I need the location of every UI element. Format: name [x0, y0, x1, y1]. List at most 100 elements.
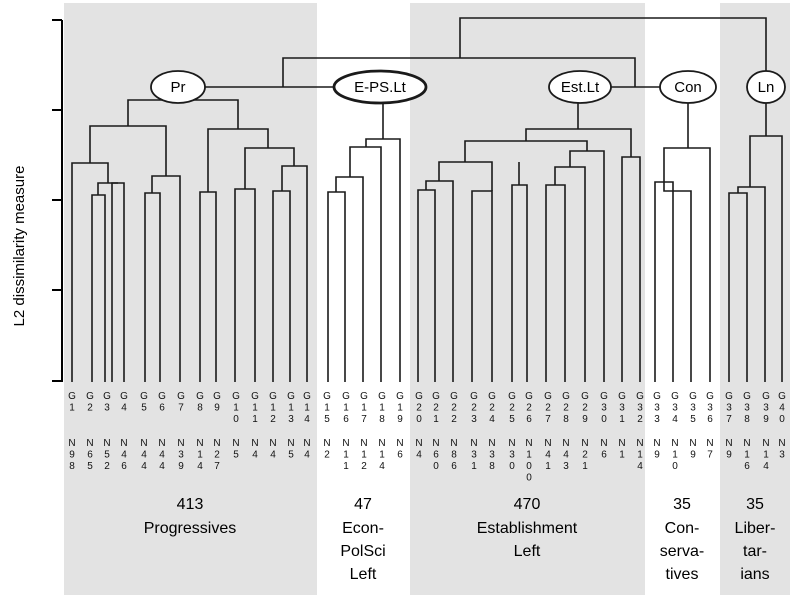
leaf-group-char: G: [562, 391, 570, 402]
leaf-group-char: 9: [763, 414, 769, 425]
leaf-group-char: 2: [451, 403, 457, 414]
leaf-size-char: N: [251, 438, 258, 449]
group-label: 35 Liber-tar-ians: [735, 496, 776, 583]
leaf-size-char: 7: [214, 461, 220, 472]
leaf-group-char: 8: [744, 414, 750, 425]
leaf-group-char: 1: [343, 403, 349, 414]
leaf-label: G24 N38: [488, 391, 496, 472]
leaf-group-char: 1: [433, 414, 439, 425]
leaf-group-char: 8: [197, 403, 203, 414]
leaf-group-char: G: [689, 391, 697, 402]
leaf-size-char: 4: [563, 450, 569, 461]
leaf-group-char: 5: [141, 403, 147, 414]
leaf-label: G32 N14: [636, 391, 644, 472]
leaf-size-char: N: [762, 438, 769, 449]
leaf-label: G1 N98: [68, 391, 76, 472]
leaf-group-char: 3: [654, 403, 660, 414]
cluster-label-epslt: E-PS.Lt: [354, 79, 407, 96]
group-name-line: Con-: [665, 520, 700, 537]
leaf-size-char: N: [158, 438, 165, 449]
leaf-size-char: N: [653, 438, 660, 449]
leaf-label: G3 N52: [103, 391, 111, 472]
leaf-group-char: 2: [451, 414, 457, 425]
leaf-group-char: 4: [121, 403, 127, 414]
leaf-group-char: 8: [379, 414, 385, 425]
leaf-group-char: 3: [726, 403, 732, 414]
leaf-size-char: 8: [69, 461, 75, 472]
leaf-size-char: N: [342, 438, 349, 449]
leaf-group-char: 1: [304, 403, 310, 414]
leaf-size-char: N: [120, 438, 127, 449]
leaf-group-char: G: [743, 391, 751, 402]
group-name-line: ians: [740, 566, 769, 583]
leaf-group-char: G: [778, 391, 786, 402]
leaf-size-char: 1: [361, 450, 367, 461]
leaf-label: G35 N9: [689, 391, 697, 461]
leaf-size-char: N: [287, 438, 294, 449]
leaf-size-char: N: [508, 438, 515, 449]
cluster-label-estlt: Est.Lt: [561, 79, 600, 96]
group-name-line: tar-: [743, 543, 767, 560]
leaf-group-char: 0: [601, 414, 607, 425]
cluster-node-pr: [150, 70, 206, 104]
leaf-size-char: 5: [288, 450, 294, 461]
leaf-group-char: 7: [545, 414, 551, 425]
leaf-label: G25 N30: [508, 391, 516, 472]
leaf-group-char: 1: [619, 414, 625, 425]
leaf-label: G36 N7: [706, 391, 714, 461]
leaf-group-char: G: [86, 391, 94, 402]
leaf-size-char: 6: [744, 461, 750, 472]
leaf-label: G7 N39: [177, 391, 185, 472]
leaf-group-char: G: [196, 391, 204, 402]
leaf-size-char: N: [778, 438, 785, 449]
leaf-size-char: 3: [471, 450, 477, 461]
leaf-size-char: 6: [87, 450, 93, 461]
leaf-group-char: 6: [526, 414, 532, 425]
leaf-size-char: N: [671, 438, 678, 449]
leaf-size-char: 2: [214, 450, 220, 461]
leaf-label: G19 N6: [396, 391, 404, 461]
leaf-size-char: 2: [324, 450, 330, 461]
leaf-group-char: 3: [471, 414, 477, 425]
leaf-size-char: 4: [197, 461, 203, 472]
leaf-size-char: N: [360, 438, 367, 449]
leaf-group-char: G: [508, 391, 516, 402]
leaf-size-char: 1: [526, 450, 532, 461]
leaf-label: G37 N9: [725, 391, 733, 461]
leaf-size-char: 3: [178, 450, 184, 461]
group-name-line: serva-: [660, 543, 704, 560]
leaf-size-char: 1: [744, 450, 750, 461]
leaf-size-char: N: [706, 438, 713, 449]
leaf-size-char: 4: [141, 461, 147, 472]
leaf-group-char: G: [68, 391, 76, 402]
cluster-node-estlt: [548, 70, 612, 104]
leaf-size-char: 1: [582, 461, 588, 472]
leaf-size-char: 0: [526, 473, 532, 484]
leaf-size-char: 4: [637, 461, 643, 472]
leaf-group-char: G: [269, 391, 277, 402]
leaf-size-char: 1: [343, 450, 349, 461]
leaf-group-char: G: [544, 391, 552, 402]
leaf-label: G34 N10: [671, 391, 679, 472]
cluster-label-ln: Ln: [758, 79, 775, 96]
leaf-group-char: 4: [779, 403, 785, 414]
leaf-label: G13 N5: [287, 391, 295, 461]
leaf-group-char: 2: [87, 403, 93, 414]
group-name-line: tives: [666, 566, 699, 583]
leaf-size-char: N: [636, 438, 643, 449]
leaf-group-char: 2: [489, 403, 495, 414]
leaf-group-char: G: [360, 391, 368, 402]
leaf-label: G10 N5: [232, 391, 240, 461]
leaf-group-char: 7: [361, 414, 367, 425]
leaf-label: G15 N2: [323, 391, 331, 461]
leaf-size-char: N: [415, 438, 422, 449]
leaf-group-char: 3: [619, 403, 625, 414]
leaf-size-char: 4: [121, 450, 127, 461]
leaf-group-char: 2: [416, 403, 422, 414]
leaf-group-char: G: [653, 391, 661, 402]
leaf-group-char: 3: [690, 403, 696, 414]
